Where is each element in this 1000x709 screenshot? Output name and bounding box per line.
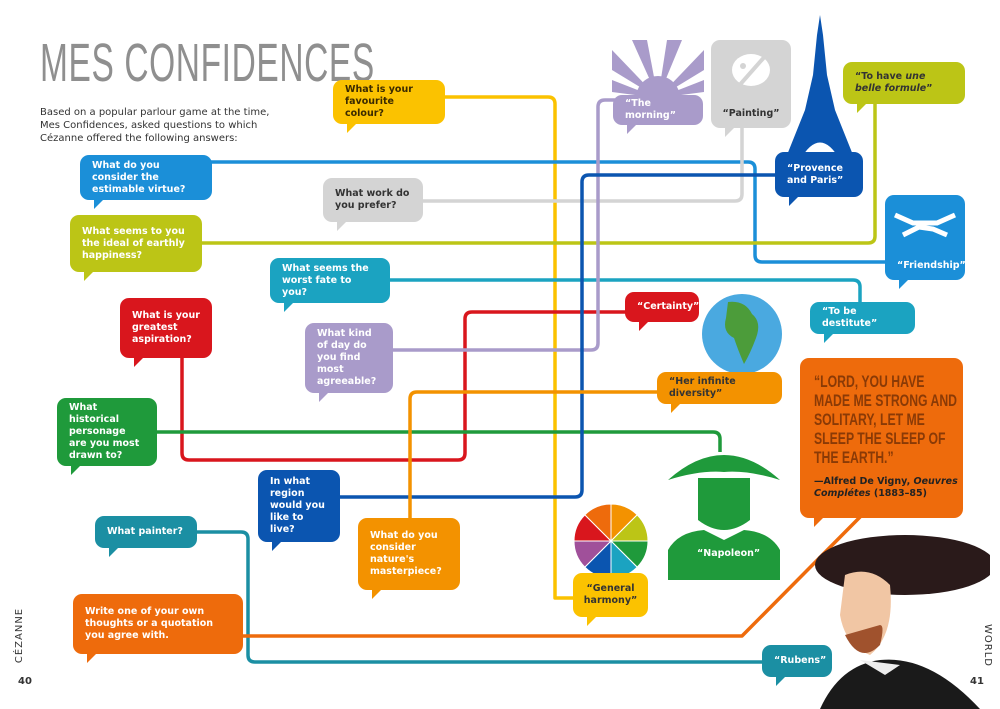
question-text: What is your favourite colour? xyxy=(345,84,413,119)
answer-provence: “Provence and Paris” xyxy=(775,152,863,206)
line-personage xyxy=(155,430,722,452)
question-thoughts: Write one of your own thoughts or a quot… xyxy=(73,594,243,663)
page-number-left: 40 xyxy=(18,676,32,687)
question-region: In what region would you like to live? xyxy=(258,470,340,551)
section-label-left: CÉZANNE xyxy=(14,607,26,664)
answer-text: “The morning” xyxy=(625,98,676,121)
question-day: What kind of day do you find most agreea… xyxy=(305,323,393,402)
question-masterpiece: What do you consider nature's masterpiec… xyxy=(358,518,460,599)
answer-text: “To have une belle formule” xyxy=(855,71,933,94)
question-aspiration: What is your greatest aspiration? xyxy=(120,298,212,367)
quote-attribution: —Alfred De Vigny, Oeuvres Complétes (188… xyxy=(814,476,958,499)
answer-napoleon: “Napoleon” xyxy=(685,540,765,568)
colour-wheel-icon xyxy=(573,503,649,579)
handshake-icon xyxy=(893,212,957,238)
line-virtue xyxy=(205,160,890,264)
line-colour xyxy=(440,95,575,600)
intro-text: Based on a popular parlour game at the t… xyxy=(40,107,270,144)
palette-icon xyxy=(732,52,770,90)
question-work: What work do you prefer? xyxy=(323,178,423,231)
answer-destitute: “To be destitute” xyxy=(810,302,915,343)
answer-text: “General harmony” xyxy=(583,583,638,606)
question-fate: What seems the worst fate to you? xyxy=(270,258,390,312)
question-personage: What historical personage are you most d… xyxy=(57,398,157,475)
question-text: What kind of day do you find most agreea… xyxy=(317,328,377,387)
answer-morning: “The morning” xyxy=(613,95,703,134)
answer-text: “Certainty” xyxy=(637,301,700,312)
question-text: What seems the worst fate to you? xyxy=(282,262,369,298)
question-text: In what region would you like to live? xyxy=(270,476,325,535)
question-text: What is your greatest aspiration? xyxy=(132,310,200,345)
section-label-right: WORLD xyxy=(981,624,993,667)
answer-painting: “Painting” xyxy=(711,40,791,137)
question-painter: What painter? xyxy=(95,516,197,557)
line-masterpiece xyxy=(408,390,660,520)
question-text: What seems to you the ideal of earthly h… xyxy=(82,225,185,261)
answer-friendship: “Friendship” xyxy=(885,195,966,289)
line-region xyxy=(338,173,780,499)
wheel-segment xyxy=(584,503,612,543)
answer-certainty: “Certainty” xyxy=(625,292,700,331)
line-painter xyxy=(195,530,765,664)
answer-belle-formule: “To have une belle formule” xyxy=(843,62,965,113)
question-virtue: What do you consider the estimable virtu… xyxy=(80,155,212,209)
line-work xyxy=(420,125,744,203)
question-text: What painter? xyxy=(107,526,183,537)
quote-box: “Lord, you have made me strong and solit… xyxy=(800,358,963,527)
answer-text: “Her infinite diversity” xyxy=(669,376,736,399)
question-text: Write one of your own thoughts or a quot… xyxy=(85,606,214,641)
line-aspiration xyxy=(180,310,630,462)
answer-rubens: “Rubens” xyxy=(762,645,832,686)
line-fate xyxy=(385,278,862,305)
answer-text: “Napoleon” xyxy=(697,548,761,559)
question-text: What do you consider the estimable virtu… xyxy=(92,159,186,195)
answer-diversity: “Her infinite diversity” xyxy=(657,372,782,413)
napoleon-icon xyxy=(668,455,780,580)
answer-text: “Rubens” xyxy=(774,655,827,666)
question-happiness: What seems to you the ideal of earthly h… xyxy=(70,215,202,281)
question-colour: What is your favourite colour? xyxy=(333,80,445,133)
question-text: What work do you prefer? xyxy=(335,188,410,211)
page-title: MES CONFIDENCES xyxy=(40,33,375,93)
answer-text: “Painting” xyxy=(722,108,780,119)
quote-text: “Lord, you have made me strong and solit… xyxy=(814,372,958,467)
answer-harmony: “General harmony” xyxy=(573,573,648,626)
line-day xyxy=(390,98,615,352)
line-happiness xyxy=(200,100,877,245)
eiffel-tower-icon xyxy=(785,15,855,160)
page-number-right: 41 xyxy=(970,676,984,687)
globe-icon xyxy=(702,294,782,374)
answer-text: “To be destitute” xyxy=(822,306,878,329)
rubens-portrait-icon xyxy=(815,535,990,709)
answer-text: “Provence and Paris” xyxy=(787,162,844,186)
question-text: What historical personage are you most d… xyxy=(69,402,140,461)
sunrise-icon xyxy=(612,40,704,98)
answer-text: “Friendship” xyxy=(897,260,966,271)
question-text: What do you consider nature's masterpiec… xyxy=(370,530,442,577)
